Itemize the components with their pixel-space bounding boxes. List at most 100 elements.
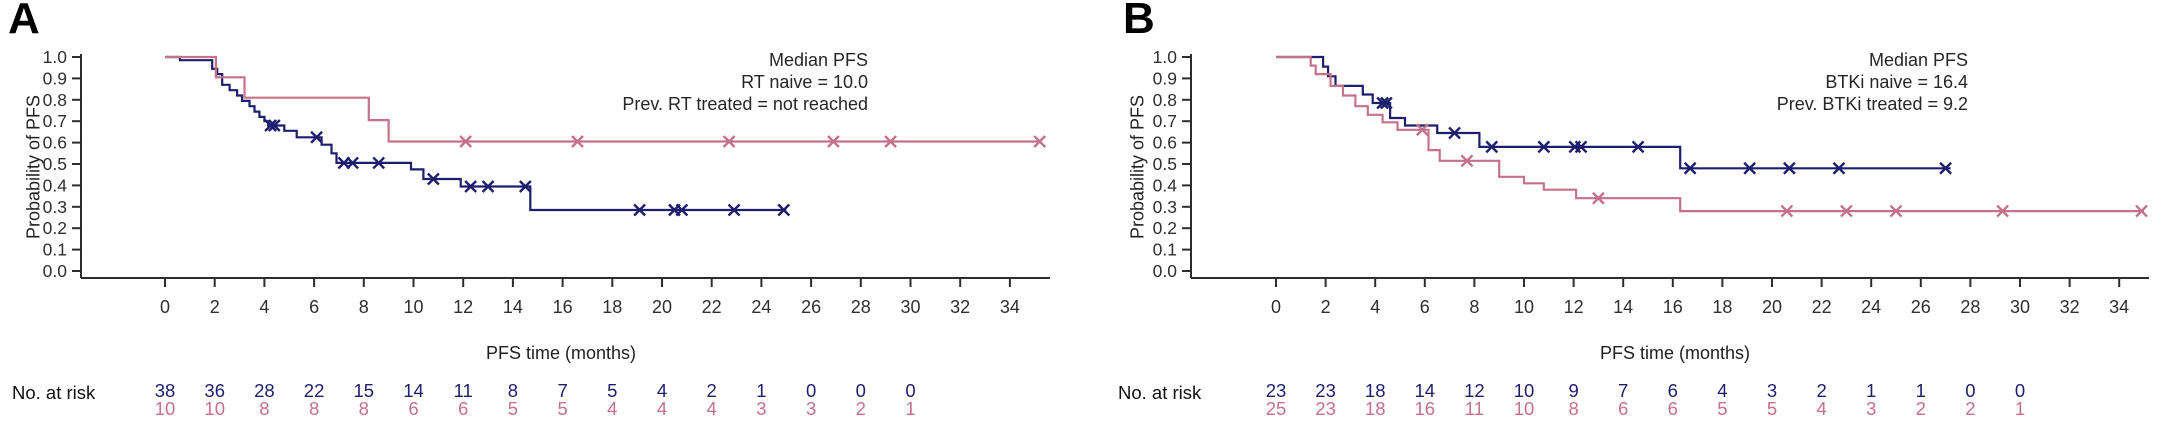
censor-mark <box>459 135 473 148</box>
y-tick-label: 0.4 <box>1153 175 1178 195</box>
at-risk-value: 8 <box>359 398 369 419</box>
censor-mark <box>346 156 359 170</box>
x-tick-label: 8 <box>1469 297 1479 317</box>
y-tick-label: 0.9 <box>1153 68 1177 88</box>
at-risk-value: 0 <box>806 380 816 401</box>
at-risk-value: 12 <box>1464 380 1485 401</box>
at-risk-value: 10 <box>1514 398 1535 419</box>
legend-title: Median PFS <box>768 50 868 70</box>
at-risk-value: 18 <box>1365 380 1386 401</box>
at-risk-value: 4 <box>1717 380 1727 401</box>
km-curve-prev-rt-treated <box>165 55 1040 143</box>
at-risk-value: 6 <box>1668 380 1678 401</box>
at-risk-value: 8 <box>309 398 319 419</box>
at-risk-value: 5 <box>607 380 617 401</box>
x-tick-label: 22 <box>1812 297 1832 317</box>
at-risk-value: 4 <box>707 398 717 419</box>
x-tick-label: 30 <box>2010 297 2030 317</box>
y-axis-title: Probability of PFS <box>1127 94 1148 240</box>
at-risk-value: 4 <box>657 398 667 419</box>
y-tick-label: 0.3 <box>43 197 67 217</box>
censor-mark <box>1889 204 1903 218</box>
at-risk-value: 4 <box>657 380 667 401</box>
at-risk-value: 25 <box>1266 398 1287 419</box>
km-curve-rt-naive <box>165 55 787 212</box>
at-risk-value: 0 <box>856 380 866 401</box>
y-tick-label: 0.7 <box>1153 111 1177 131</box>
at-risk-value: 36 <box>204 380 225 401</box>
x-tick-label: 16 <box>1663 297 1683 317</box>
y-tick-label: 0.2 <box>43 218 67 238</box>
y-tick-label: 0.6 <box>1153 133 1177 153</box>
censor-mark <box>1783 161 1796 175</box>
at-risk-value: 18 <box>1365 398 1386 419</box>
at-risk-value: 2 <box>1916 398 1926 419</box>
x-tick-label: 6 <box>309 297 319 317</box>
censor-mark <box>1537 140 1551 154</box>
panel-a: 0.0 0.1 0.2 0.3 0.4 0.5 0.6 0.7 0.8 0.9 1.0 0 2 4 6 8 10… <box>8 0 1050 419</box>
at-risk-value: 11 <box>1465 398 1484 419</box>
y-tick-label: 0.0 <box>1153 261 1178 281</box>
at-risk-value: 6 <box>1668 398 1678 419</box>
y-tick-label: 0.5 <box>1153 154 1177 174</box>
censor-mark <box>464 180 478 193</box>
y-tick-label: 0.8 <box>1153 90 1177 110</box>
at-risk-value: 1 <box>756 380 766 401</box>
panel-b: 0.0 0.1 0.2 0.3 0.4 0.5 0.6 0.7 0.8 0.9 1.0 0 2 4 6 8 10… <box>1081 0 2162 428</box>
at-risk-value: 0 <box>1965 380 1975 401</box>
censor-mark <box>267 119 281 132</box>
legend-line-prev-rt-treated: Prev. RT treated = not reached <box>622 94 868 114</box>
at-risk-value: 5 <box>557 398 567 419</box>
at-risk-value: 7 <box>557 380 567 401</box>
at-risk-value: 4 <box>1816 398 1826 419</box>
censor-mark <box>1743 161 1757 175</box>
censor-mark <box>1380 96 1393 110</box>
censor-mark <box>1448 126 1461 140</box>
at-risk-value: 8 <box>259 398 269 419</box>
censor-mark <box>310 130 323 144</box>
at-risk-value: 5 <box>508 398 518 419</box>
censor-mark <box>1460 154 1474 168</box>
x-tick-label: 34 <box>2109 297 2129 317</box>
at-risk-value: 0 <box>905 380 915 401</box>
at-risk-value: 6 <box>1618 398 1628 419</box>
x-tick-label: 10 <box>403 297 423 317</box>
at-risk-value: 22 <box>304 380 325 401</box>
y-tick-label: 0.0 <box>43 261 68 281</box>
y-axis-title: Probability of PFS <box>23 94 44 240</box>
x-tick-label: 26 <box>1911 297 1931 317</box>
censor-mark <box>1592 191 1605 205</box>
legend-line-prev-btki-treated: Prev. BTKi treated = 9.2 <box>1776 94 1968 114</box>
y-tick-label: 0.1 <box>1153 240 1177 260</box>
legend-line-rt-naive: RT naive = 10.0 <box>741 72 868 92</box>
censor-mark <box>1376 96 1389 110</box>
y-tick-label: 0.3 <box>1153 197 1177 217</box>
censor-mark <box>1485 140 1499 154</box>
x-tick-label: 22 <box>702 297 722 317</box>
x-tick-label: 6 <box>1420 297 1430 317</box>
at-risk-value: 4 <box>607 398 617 419</box>
censor-mark <box>884 135 897 148</box>
x-tick-label: 26 <box>801 297 821 317</box>
at-risk-value: 3 <box>1767 380 1777 401</box>
x-tick-label: 24 <box>751 297 771 317</box>
at-risk-value: 10 <box>204 398 225 419</box>
x-tick-label: 32 <box>2060 297 2080 317</box>
at-risk-value: 6 <box>458 398 468 419</box>
at-risk-value: 15 <box>354 380 375 401</box>
at-risk-label: No. at risk <box>1118 382 1202 403</box>
censor-mark <box>518 180 532 193</box>
censor-mark <box>264 119 277 132</box>
x-tick-label: 16 <box>553 297 573 317</box>
at-risk-value: 23 <box>1266 380 1287 401</box>
at-risk-value: 3 <box>806 398 816 419</box>
x-tick-label: 4 <box>259 297 269 317</box>
at-risk-value: 3 <box>756 398 766 419</box>
x-axis-title: PFS time (months) <box>1599 343 1751 363</box>
at-risk-value: 2 <box>1965 398 1975 419</box>
x-tick-label: 10 <box>1514 297 1534 317</box>
at-risk-value: 0 <box>2015 380 2025 401</box>
censor-mark <box>777 203 791 217</box>
x-tick-label: 18 <box>602 297 622 317</box>
